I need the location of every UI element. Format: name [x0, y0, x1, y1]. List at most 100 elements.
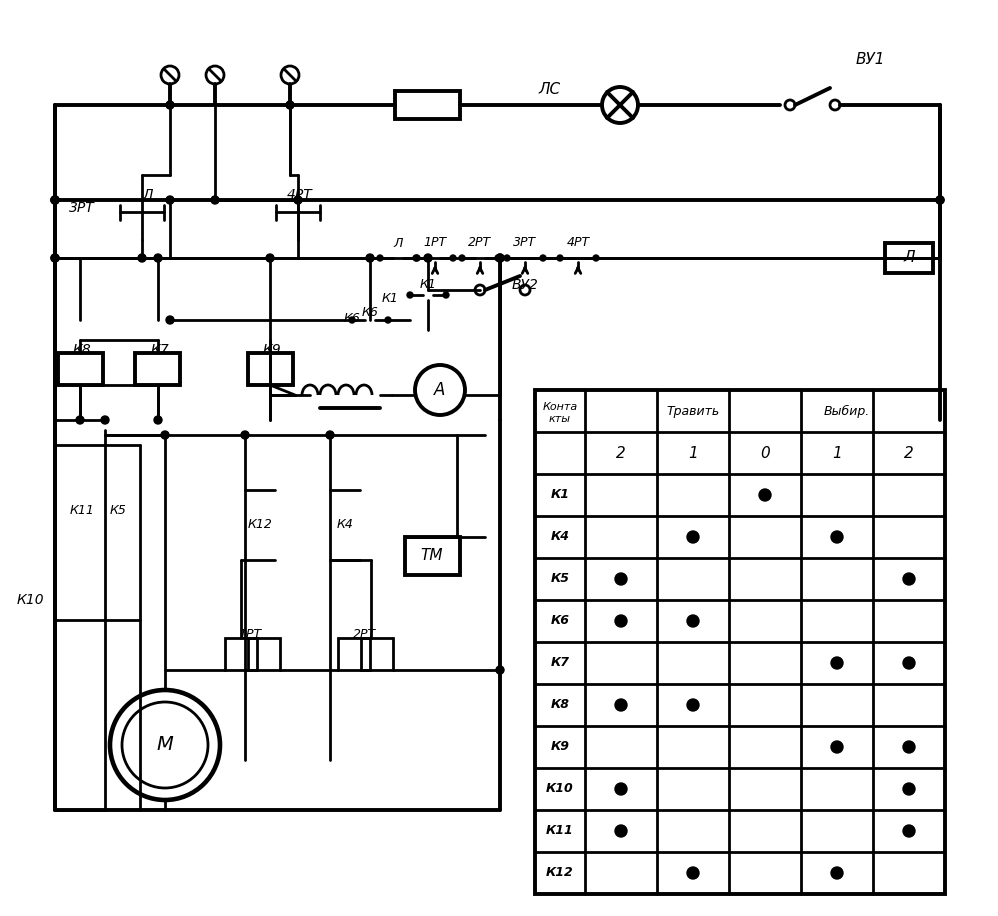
- Circle shape: [831, 531, 843, 543]
- Bar: [535, 390, 945, 894]
- Bar: [885, 243, 933, 273]
- Text: 1РТ: 1РТ: [239, 628, 261, 641]
- Text: К5: К5: [551, 572, 570, 585]
- Circle shape: [154, 416, 162, 424]
- Text: 4РТ: 4РТ: [287, 188, 313, 202]
- Text: 3РТ: 3РТ: [69, 201, 95, 215]
- Bar: [395, 91, 460, 119]
- Bar: [248, 353, 293, 385]
- Circle shape: [161, 431, 169, 439]
- Circle shape: [496, 254, 504, 262]
- Text: ЛС: ЛС: [539, 82, 561, 97]
- Circle shape: [831, 741, 843, 753]
- Circle shape: [51, 254, 59, 262]
- Text: ТМ: ТМ: [421, 549, 443, 563]
- Circle shape: [785, 100, 795, 110]
- Text: К8: К8: [551, 699, 570, 712]
- Circle shape: [496, 254, 504, 262]
- Text: Л: Л: [393, 236, 402, 249]
- Text: 2: 2: [904, 445, 914, 461]
- Circle shape: [425, 255, 431, 261]
- Text: 1: 1: [832, 445, 842, 461]
- Circle shape: [687, 531, 699, 543]
- Circle shape: [593, 255, 599, 261]
- Circle shape: [557, 255, 563, 261]
- Circle shape: [936, 196, 944, 204]
- Circle shape: [206, 66, 224, 84]
- Circle shape: [615, 615, 627, 627]
- Bar: [225, 638, 257, 670]
- Circle shape: [903, 657, 915, 669]
- Text: К6: К6: [551, 615, 570, 627]
- Circle shape: [759, 489, 771, 501]
- Circle shape: [687, 699, 699, 711]
- Text: К11: К11: [70, 504, 95, 517]
- Circle shape: [903, 573, 915, 585]
- Circle shape: [110, 690, 220, 800]
- Circle shape: [138, 254, 146, 262]
- Circle shape: [122, 702, 208, 788]
- Circle shape: [51, 196, 59, 204]
- Circle shape: [407, 292, 413, 298]
- Circle shape: [831, 867, 843, 879]
- Text: ВУ1: ВУ1: [855, 52, 885, 68]
- Text: 0: 0: [760, 445, 769, 461]
- Circle shape: [459, 255, 465, 261]
- Text: К7: К7: [551, 657, 570, 670]
- Circle shape: [266, 254, 274, 262]
- Text: К7: К7: [151, 343, 170, 357]
- Circle shape: [830, 100, 840, 110]
- Circle shape: [414, 255, 420, 261]
- Text: 3РТ: 3РТ: [513, 236, 537, 249]
- Circle shape: [936, 196, 944, 204]
- Bar: [361, 638, 393, 670]
- Circle shape: [385, 317, 391, 323]
- Circle shape: [286, 101, 294, 109]
- Text: 2РТ: 2РТ: [353, 628, 376, 641]
- Circle shape: [831, 657, 843, 669]
- Text: 2: 2: [616, 445, 626, 461]
- Circle shape: [326, 431, 334, 439]
- Circle shape: [496, 666, 504, 674]
- Circle shape: [495, 255, 501, 261]
- Circle shape: [349, 317, 355, 323]
- Text: Л: Л: [143, 188, 153, 202]
- Circle shape: [377, 255, 383, 261]
- Circle shape: [475, 285, 485, 295]
- Text: ВУ2: ВУ2: [512, 278, 539, 292]
- Circle shape: [602, 87, 638, 123]
- Circle shape: [687, 867, 699, 879]
- Circle shape: [294, 196, 302, 204]
- Circle shape: [424, 254, 432, 262]
- Bar: [405, 537, 460, 575]
- Text: А: А: [434, 381, 446, 399]
- Circle shape: [903, 741, 915, 753]
- Circle shape: [413, 255, 419, 261]
- Circle shape: [211, 196, 219, 204]
- Text: К10: К10: [16, 593, 44, 607]
- Text: К10: К10: [546, 782, 574, 795]
- Text: К1: К1: [551, 488, 570, 501]
- Text: Конта: Конта: [542, 402, 578, 412]
- Text: Л: Л: [903, 250, 915, 266]
- Bar: [248, 638, 280, 670]
- Text: М: М: [157, 736, 174, 755]
- Text: К1: К1: [419, 278, 436, 291]
- Circle shape: [166, 196, 174, 204]
- Circle shape: [615, 699, 627, 711]
- Text: 1РТ: 1РТ: [423, 236, 446, 249]
- Circle shape: [443, 292, 449, 298]
- Text: Выбир.: Выбир.: [824, 405, 870, 418]
- Text: К11: К11: [546, 824, 574, 837]
- Circle shape: [903, 825, 915, 837]
- Circle shape: [903, 783, 915, 795]
- Bar: [135, 353, 180, 385]
- Bar: [58, 353, 103, 385]
- Text: К4: К4: [336, 518, 353, 531]
- Circle shape: [101, 416, 109, 424]
- Circle shape: [450, 255, 456, 261]
- Text: 2РТ: 2РТ: [468, 236, 492, 249]
- Bar: [338, 638, 370, 670]
- Text: К9: К9: [262, 343, 281, 357]
- Text: 1: 1: [689, 445, 698, 461]
